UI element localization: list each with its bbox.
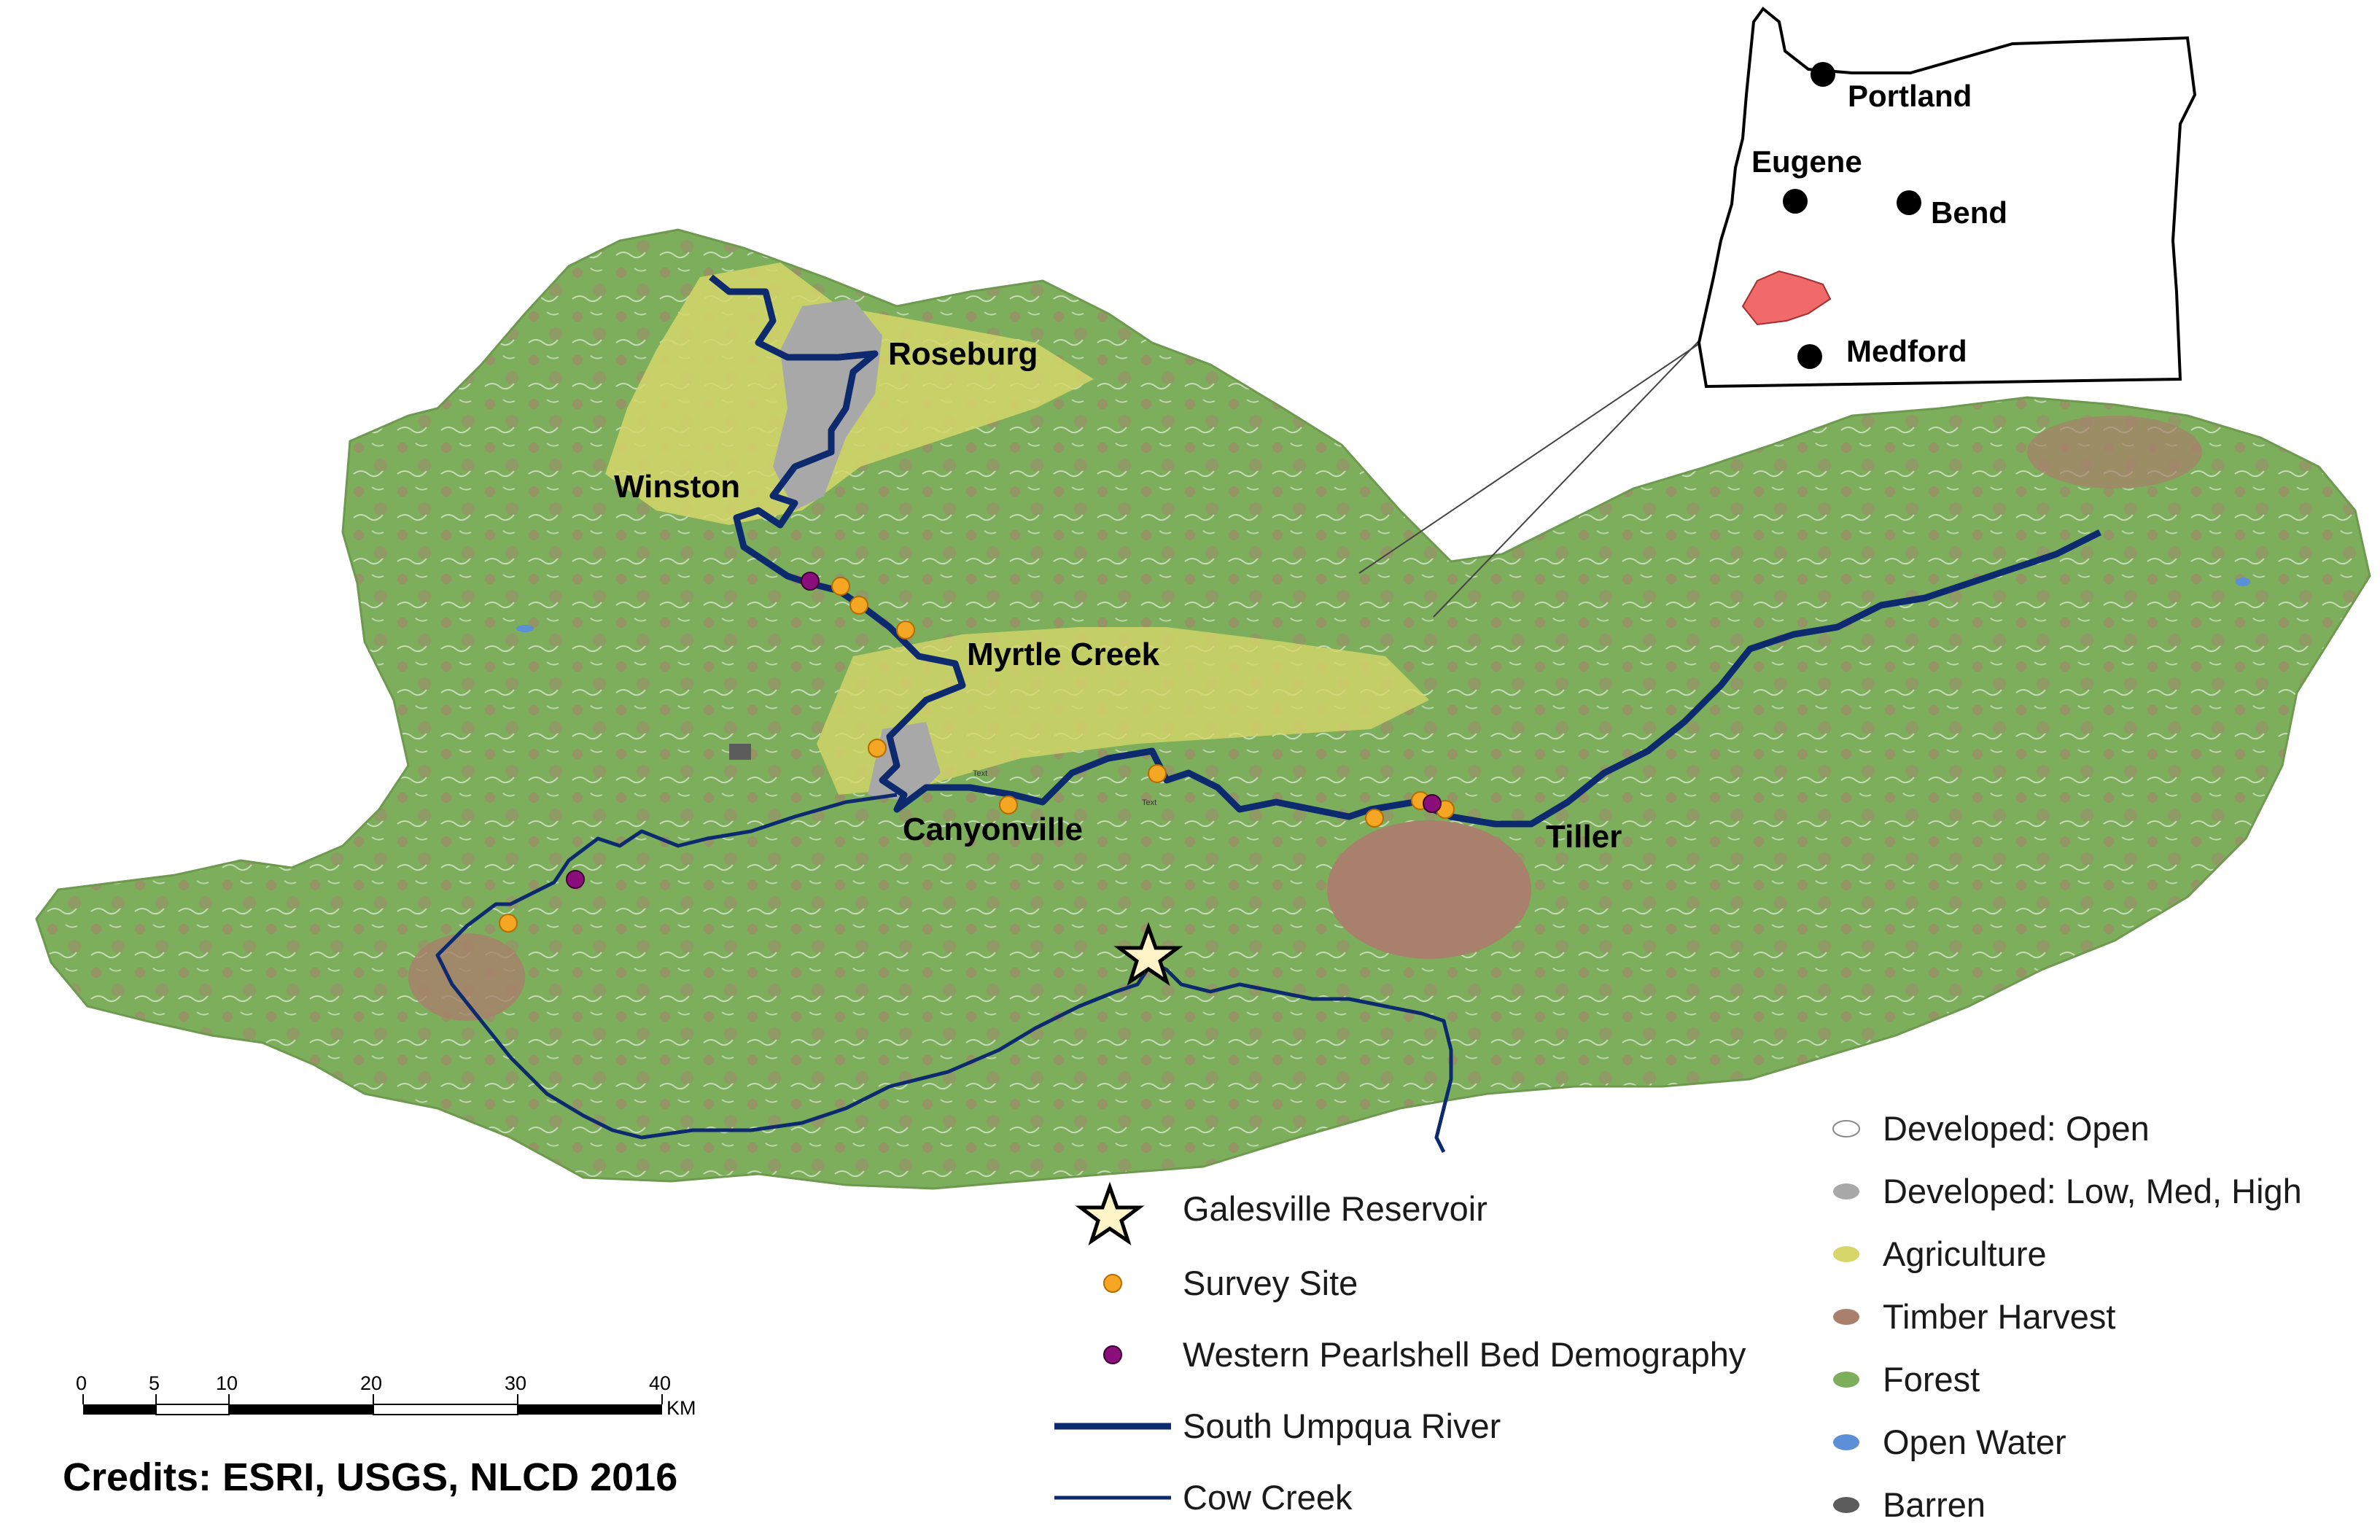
credits-text: Credits: ESRI, USGS, NLCD 2016 [63,1455,677,1499]
swatch-open-water [1833,1434,1859,1450]
landcover-legend: Developed: Open Developed: Low, Med, Hig… [1832,1109,2302,1524]
inset-label-medford: Medford [1846,334,1967,368]
legend-label-timber-harvest: Timber Harvest [1883,1297,2115,1336]
cow-creek-upper [1151,960,1453,1154]
developed-roseburg [773,299,882,510]
scale-bar: 0 5 10 20 30 40 KM [76,1372,696,1419]
swatch-agriculture [1833,1246,1859,1262]
legend-label-developed-open: Developed: Open [1883,1109,2150,1148]
city-label-winston: Winston [614,469,740,505]
inset-label-bend: Bend [1931,195,2007,230]
legend-label-galesville: Galesville Reservoir [1183,1189,1488,1228]
study-area-highlight [1741,270,1832,326]
legend-label-agriculture: Agriculture [1883,1234,2047,1273]
legend-label-pearlshell: Western Pearlshell Bed Demography [1183,1335,1746,1374]
oregon-inset-map: Portland Eugene Bend Medford [1697,7,2197,389]
swatch-developed-open [1832,1120,1860,1138]
legend-label-cow-creek: Cow Creek [1183,1478,1353,1517]
legend-label-developed-low-med-high: Developed: Low, Med, High [1883,1172,2302,1210]
agriculture-area-south [817,627,1429,795]
inset-label-eugene: Eugene [1751,144,1862,179]
scale-tick-40: 40 [649,1372,671,1394]
swatch-developed-low-med-high [1833,1183,1859,1199]
city-label-tiller: Tiller [1546,819,1622,855]
map-small-text: Text [973,769,987,778]
city-dot-portland [1811,62,1835,87]
south-umpqua-river [709,274,2102,828]
survey-site[interactable] [999,796,1018,814]
pearlshell-site[interactable] [801,572,820,591]
timber-harvest-ne [2027,416,2202,489]
survey-sites [499,577,1455,933]
inset-label-portland: Portland [1848,79,1972,113]
survey-site[interactable] [896,621,915,639]
city-dot-eugene [1783,189,1808,214]
scale-tick-10: 10 [216,1372,238,1394]
city-dot-medford [1797,344,1822,369]
legend-label-barren: Barren [1883,1485,1986,1524]
inset-leader-line [1433,313,1726,618]
city-label-roseburg: Roseburg [888,336,1038,372]
survey-site[interactable] [1148,764,1167,783]
scale-tick-30: 30 [505,1372,526,1394]
open-water-west [516,625,534,632]
city-dot-bend [1897,190,1921,215]
scale-tick-5: 5 [149,1372,160,1394]
swatch-timber-harvest [1833,1309,1859,1325]
swatch-barren [1833,1497,1859,1513]
scale-tick-20: 20 [360,1372,382,1394]
city-label-canyonville: Canyonville [903,812,1083,847]
legend-label-open-water: Open Water [1883,1423,2066,1461]
timber-harvest-area [1327,820,1531,959]
swatch-forest [1833,1372,1859,1388]
pearlshell-site[interactable] [566,870,585,889]
purple-dot-icon [1103,1345,1122,1364]
open-water [2236,578,2250,586]
survey-site[interactable] [1365,809,1384,828]
survey-site[interactable] [831,577,850,596]
survey-site[interactable] [868,739,887,758]
galesville-reservoir-star[interactable] [1113,922,1183,987]
pearlshell-site[interactable] [1423,794,1442,813]
feature-legend: Galesville Reservoir Survey Site Western… [1054,1181,1746,1517]
legend-label-survey-site: Survey Site [1183,1264,1358,1302]
scale-unit: KM [666,1397,696,1419]
orange-dot-icon [1103,1274,1122,1293]
pearlshell-sites [566,572,1442,889]
city-label-myrtle-creek: Myrtle Creek [967,637,1160,672]
barren-area [729,744,751,760]
cow-creek [435,793,1154,1140]
scale-tick-0: 0 [76,1372,87,1394]
timber-harvest-west [408,933,525,1021]
star-icon [1075,1181,1145,1246]
legend-label-south-umpqua: South Umpqua River [1183,1407,1501,1445]
survey-site[interactable] [499,914,518,933]
survey-site[interactable] [849,596,868,615]
legend-label-forest: Forest [1883,1360,1980,1399]
map-small-text: Text [1142,798,1156,807]
inset-leader-line [1358,333,1714,574]
